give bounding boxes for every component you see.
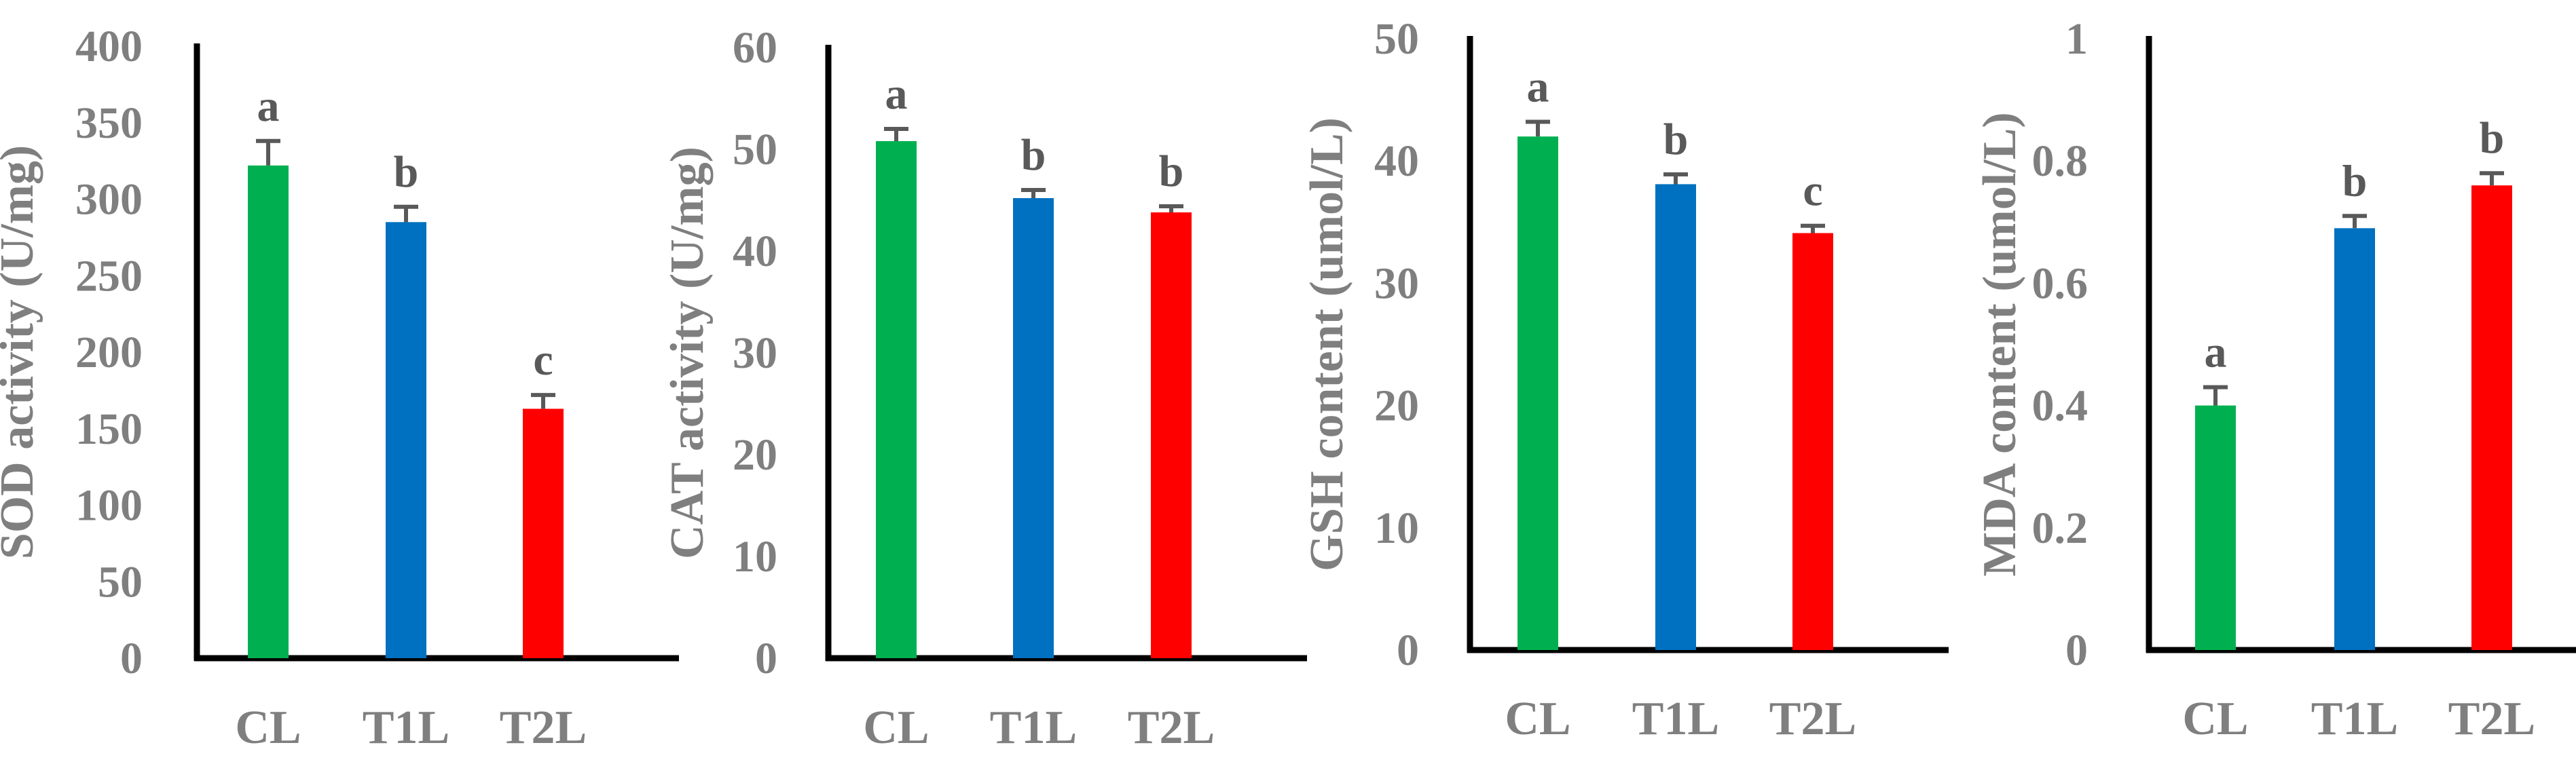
y-tick-label: 50	[733, 125, 777, 174]
y-tick-label: 1	[2065, 14, 2088, 64]
category-label: CL	[235, 702, 301, 754]
y-tick-label: 0.4	[2032, 381, 2089, 431]
significance-label: a	[885, 69, 908, 119]
y-tick-label: 20	[1374, 381, 1419, 431]
significance-label: b	[2480, 113, 2505, 163]
y-tick-label: 250	[75, 251, 143, 301]
y-tick-label: 150	[75, 404, 143, 454]
bar-t1l	[386, 222, 426, 658]
category-label: T2L	[2448, 693, 2535, 745]
bar-t1l	[2334, 228, 2375, 650]
y-tick-label: 0	[1397, 626, 1419, 675]
error-bar	[256, 138, 280, 166]
error-bar	[531, 393, 555, 409]
error-bar	[2203, 385, 2228, 406]
chart-panel-4: 0 0.2 0.4 0.6 0.8 1 MDA content (umol/L) a CL b T1…	[1974, 14, 2576, 745]
category-label: T2L	[1769, 693, 1856, 745]
significance-label: b	[1663, 115, 1689, 164]
error-bar	[884, 127, 908, 141]
y-tick-label: 40	[1374, 136, 1419, 186]
significance-label: a	[1527, 62, 1549, 112]
bar-cl	[2195, 405, 2236, 650]
bar-cl	[1517, 136, 1558, 650]
y-tick-label: 10	[1374, 503, 1419, 553]
significance-label: b	[1021, 130, 1046, 180]
error-bar	[1526, 119, 1550, 137]
y-tick-label: 400	[75, 22, 143, 71]
category-label: T2L	[500, 702, 587, 754]
y-tick-label: 40	[733, 227, 777, 276]
bar-cl	[248, 165, 289, 658]
category-label: T1L	[2311, 693, 2398, 745]
error-bar	[394, 204, 418, 223]
y-tick-label: 0	[2065, 626, 2088, 675]
significance-label: c	[1803, 166, 1822, 216]
bar-t1l	[1013, 198, 1054, 658]
y-tick-label: 30	[733, 328, 777, 378]
y-tick-label: 0.8	[2032, 136, 2089, 186]
bar-cl	[876, 141, 917, 658]
chart-panel-1: 0 50 100 150 200 250 300 350 400 SOD activity (U/…	[0, 22, 679, 754]
error-bar	[1801, 223, 1825, 233]
y-axis-title: MDA content (umol/L)	[1974, 112, 2026, 576]
error-bar	[2342, 214, 2367, 229]
y-tick-label: 0	[120, 634, 143, 683]
error-bar	[2480, 171, 2504, 186]
significance-label: b	[1159, 147, 1184, 196]
bar-t2l	[1151, 212, 1192, 658]
category-label: CL	[1505, 693, 1570, 745]
significance-label: a	[257, 81, 280, 131]
y-tick-label: 60	[733, 23, 777, 73]
category-label: T1L	[363, 702, 449, 754]
y-axis-title: GSH content (umol/L)	[1301, 117, 1353, 571]
y-tick-label: 0	[755, 634, 777, 683]
error-bar	[1663, 172, 1688, 185]
category-label: CL	[2182, 693, 2248, 745]
bar-t2l	[523, 408, 564, 658]
y-tick-label: 350	[75, 98, 143, 148]
significance-label: c	[533, 335, 553, 385]
y-tick-label: 300	[75, 175, 143, 225]
category-label: T1L	[1632, 693, 1719, 745]
error-bar	[1021, 188, 1046, 198]
y-tick-label: 50	[1374, 14, 1419, 64]
y-tick-label: 100	[75, 481, 143, 531]
y-tick-label: 0.2	[2032, 503, 2089, 553]
category-label: CL	[863, 702, 929, 754]
chart-panel-2: 0 10 20 30 40 50 60 CAT activity (U/mg) a CL b T1L b…	[661, 23, 1307, 754]
category-label: T2L	[1128, 702, 1215, 754]
y-tick-label: 30	[1374, 259, 1419, 308]
chart-panel-3: 0 10 20 30 40 50 GSH content (umol/L) a CL b T1L c T…	[1301, 14, 1949, 745]
error-bar	[1159, 204, 1183, 212]
y-tick-label: 0.6	[2032, 259, 2089, 308]
y-tick-label: 200	[75, 328, 143, 377]
significance-label: b	[394, 147, 419, 197]
bar-t2l	[2471, 185, 2512, 650]
y-tick-label: 50	[98, 557, 143, 607]
y-axis-title: SOD activity (U/mg)	[0, 145, 43, 559]
significance-label: a	[2205, 328, 2227, 377]
bar-t2l	[1792, 233, 1833, 650]
y-tick-label: 10	[733, 532, 777, 582]
bar-t1l	[1655, 184, 1696, 650]
significance-label: b	[2342, 156, 2368, 206]
y-axis-title: CAT activity (U/mg)	[661, 147, 714, 559]
y-tick-label: 20	[733, 430, 777, 480]
category-label: T1L	[990, 702, 1077, 754]
